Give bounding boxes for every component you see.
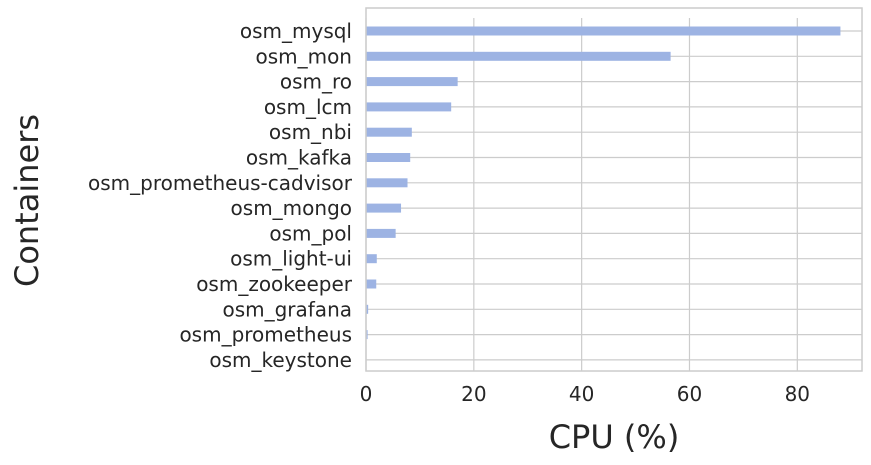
bar-osm-mysql xyxy=(366,26,841,36)
y-tick-label: osm_lcm xyxy=(264,95,352,119)
bar-osm-mongo xyxy=(366,203,402,213)
grid-lines xyxy=(365,18,862,371)
y-tick-label: osm_prometheus-cadvisor xyxy=(88,171,353,195)
bar-osm-kafka xyxy=(366,153,411,162)
y-axis-label: Containers xyxy=(8,114,46,287)
bar-osm-prometheus xyxy=(366,330,368,340)
x-tick-label: 40 xyxy=(569,382,594,406)
x-tick-labels: 0 20 40 60 80 xyxy=(360,382,810,406)
bar-osm-zookeeper xyxy=(366,279,377,289)
x-tick-label: 0 xyxy=(360,382,373,406)
y-tick-label: osm_mon xyxy=(255,44,352,68)
x-tick-label: 20 xyxy=(461,382,486,406)
bar-osm-mon xyxy=(366,51,671,61)
x-tick-label: 80 xyxy=(785,382,810,406)
bar-osm-light-ui xyxy=(366,254,377,264)
bar-osm-lcm xyxy=(366,102,452,112)
y-tick-label: osm_nbi xyxy=(269,120,352,144)
x-tick-label: 60 xyxy=(677,382,702,406)
y-tick-label: osm_ro xyxy=(280,70,352,94)
bar-osm-pol xyxy=(366,228,396,238)
y-tick-label: osm_grafana xyxy=(222,297,352,321)
y-tick-label: osm_prometheus xyxy=(179,323,352,347)
y-tick-label: osm_light-ui xyxy=(230,247,352,271)
bar-osm-nbi xyxy=(366,127,412,137)
plot-frame xyxy=(365,7,863,372)
y-tick-label: osm_kafka xyxy=(246,146,352,170)
bar-osm-grafana xyxy=(366,304,369,314)
y-tick-label: osm_keystone xyxy=(209,348,352,372)
y-tick-label: osm_mongo xyxy=(231,196,352,220)
bar-osm-ro xyxy=(366,77,458,87)
y-tick-label: osm_mysql xyxy=(240,19,352,43)
x-axis-label: CPU (%) xyxy=(549,418,680,456)
y-tick-label: osm_pol xyxy=(269,221,352,245)
y-tick-label: osm_zookeeper xyxy=(196,272,353,296)
bar-osm-prometheus-cadvisor xyxy=(366,178,408,188)
bars xyxy=(366,26,841,340)
y-tick-labels: osm_mysqlosm_monosm_roosm_lcmosm_nbiosm_… xyxy=(88,19,353,372)
